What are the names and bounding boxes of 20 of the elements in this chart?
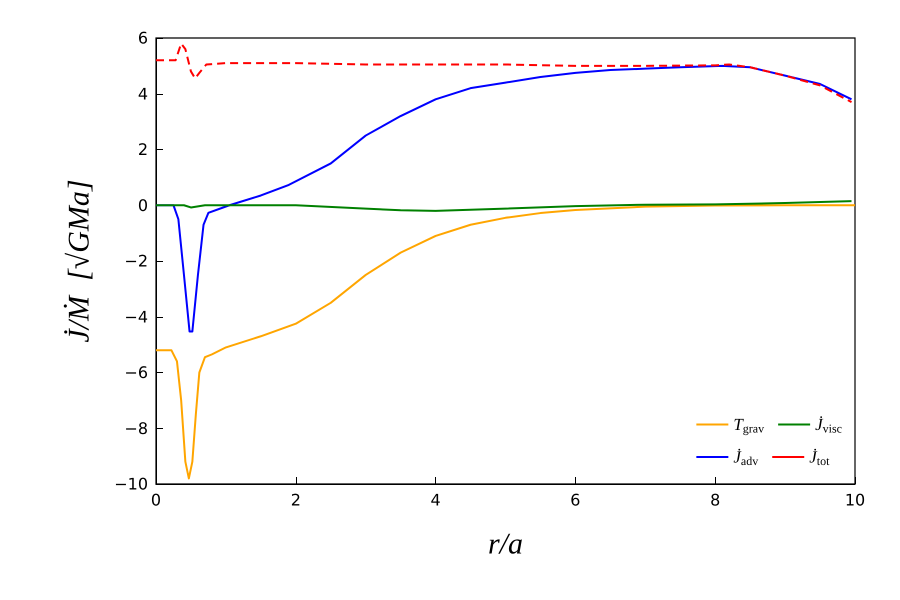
y-axis-title: J̇/Ṁ [√GMa] xyxy=(62,179,96,343)
y-tick-label: 6 xyxy=(138,28,148,48)
y-tick-label: −4 xyxy=(124,307,148,326)
y-tick-label: −10 xyxy=(114,474,148,494)
y-tick-label: 4 xyxy=(138,84,148,104)
y-tick-label: −6 xyxy=(124,363,148,382)
line-series xyxy=(155,200,853,212)
line-series xyxy=(155,42,853,104)
x-tick-label: 2 xyxy=(290,490,301,510)
line-series xyxy=(155,204,856,480)
x-tick-label: 4 xyxy=(430,490,441,510)
x-tick-label: 0 xyxy=(150,490,162,510)
x-tick-label: 6 xyxy=(570,490,580,510)
y-tick-label: 2 xyxy=(138,140,148,159)
x-tick-label: 8 xyxy=(710,490,720,510)
y-tick-label: 0 xyxy=(138,196,148,215)
x-tick-label: 10 xyxy=(844,490,866,510)
y-tick-label: −8 xyxy=(124,418,148,438)
x-axis-title: r/a xyxy=(488,528,524,560)
y-tick-label: −2 xyxy=(124,252,148,270)
